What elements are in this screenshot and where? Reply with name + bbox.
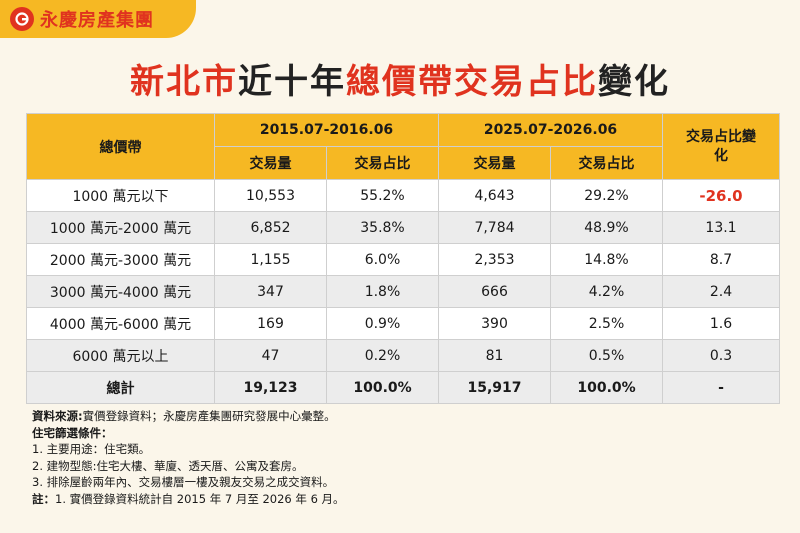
table-row: 1000 萬元-2000 萬元 6,852 35.8% 7,784 48.9% … (26, 211, 780, 244)
filter-item-3: 3. 排除屋齡兩年內、交易樓層一樓及親友交易之成交資料。 (32, 475, 335, 490)
cell-volume-2: 2,353 (438, 243, 551, 276)
header-change: 交易占比變化 (662, 113, 780, 180)
cell-share-1: 6.0% (326, 243, 439, 276)
cell-total-change: - (662, 371, 780, 404)
subheader-volume-1: 交易量 (214, 146, 327, 180)
cell-band: 2000 萬元-3000 萬元 (26, 243, 215, 276)
cell-share-1: 0.9% (326, 307, 439, 340)
page-title: 新北市近十年總價帶交易占比變化 (0, 54, 800, 103)
cell-change: 13.1 (662, 211, 780, 244)
title-part-2: 近十年 (238, 62, 346, 102)
cell-band: 1000 萬元以下 (26, 179, 215, 212)
cell-share-1: 35.8% (326, 211, 439, 244)
cell-volume-1: 347 (214, 275, 327, 308)
cell-total-volume-2: 15,917 (438, 371, 551, 404)
cell-share-1: 0.2% (326, 339, 439, 372)
title-part-1: 新北市 (130, 62, 238, 102)
logo-icon (10, 7, 34, 31)
table-row: 6000 萬元以上 47 0.2% 81 0.5% 0.3 (26, 339, 780, 372)
subheader-share-2: 交易占比 (550, 146, 663, 180)
note-line: 註：1. 實價登錄資料統計自 2015 年 7 月至 2026 年 6 月。 (32, 491, 345, 508)
brand-name: 永慶房產集團 (40, 10, 154, 31)
filter-item-2: 2. 建物型態:住宅大樓、華廈、透天厝、公寓及套房。 (32, 458, 304, 473)
cell-total-volume-1: 19,123 (214, 371, 327, 404)
source-text: 實價登錄資料；永慶房產集團研究發展中心彙整。 (82, 409, 336, 423)
header-price-band: 總價帶 (26, 113, 215, 180)
header-period-2: 2025.07-2026.06 (438, 113, 663, 147)
subheader-volume-2: 交易量 (438, 146, 551, 180)
cell-volume-2: 4,643 (438, 179, 551, 212)
cell-change: 0.3 (662, 339, 780, 372)
brand-banner: 永慶房產集團 (0, 0, 196, 38)
cell-band: 4000 萬元-6000 萬元 (26, 307, 215, 340)
cell-volume-1: 169 (214, 307, 327, 340)
cell-share-1: 1.8% (326, 275, 439, 308)
cell-volume-1: 1,155 (214, 243, 327, 276)
cell-volume-2: 7,784 (438, 211, 551, 244)
cell-total-label: 總計 (26, 371, 215, 404)
header-period-1: 2015.07-2016.06 (214, 113, 439, 147)
cell-volume-1: 10,553 (214, 179, 327, 212)
subheader-share-1: 交易占比 (326, 146, 439, 180)
footnotes: 資料來源:實價登錄資料；永慶房產集團研究發展中心彙整。 住宅篩選條件： 1. 主… (32, 408, 345, 508)
table-row: 4000 萬元-6000 萬元 169 0.9% 390 2.5% 1.6 (26, 307, 780, 340)
cell-change: 1.6 (662, 307, 780, 340)
cell-volume-2: 390 (438, 307, 551, 340)
note-text: 1. 實價登錄資料統計自 2015 年 7 月至 2026 年 6 月。 (55, 491, 345, 506)
source-line: 資料來源:實價登錄資料；永慶房產集團研究發展中心彙整。 (32, 408, 345, 425)
cell-band: 3000 萬元-4000 萬元 (26, 275, 215, 308)
source-label: 資料來源: (32, 409, 83, 423)
filter-item-1: 1. 主要用途：住宅類。 (32, 442, 151, 457)
title-part-4: 變化 (598, 62, 670, 102)
table-row: 1000 萬元以下 10,553 55.2% 4,643 29.2% -26.0 (26, 179, 780, 212)
cell-share-2: 14.8% (550, 243, 663, 276)
cell-share-1: 55.2% (326, 179, 439, 212)
cell-band: 6000 萬元以上 (26, 339, 215, 372)
cell-share-2: 29.2% (550, 179, 663, 212)
total-row: 總計 19,123 100.0% 15,917 100.0% - (26, 371, 780, 404)
note-label: 註： (32, 491, 55, 506)
cell-band: 1000 萬元-2000 萬元 (26, 211, 215, 244)
price-band-table: 總價帶 2015.07-2016.06 2025.07-2026.06 交易占比… (26, 113, 780, 404)
cell-total-share-2: 100.0% (550, 371, 663, 404)
cell-share-2: 48.9% (550, 211, 663, 244)
cell-change: -26.0 (662, 179, 780, 212)
title-part-3: 總價帶交易占比 (346, 62, 598, 102)
cell-share-2: 0.5% (550, 339, 663, 372)
table-row: 2000 萬元-3000 萬元 1,155 6.0% 2,353 14.8% 8… (26, 243, 780, 276)
cell-share-2: 2.5% (550, 307, 663, 340)
table-row: 3000 萬元-4000 萬元 347 1.8% 666 4.2% 2.4 (26, 275, 780, 308)
cell-change: 8.7 (662, 243, 780, 276)
header-change-label: 交易占比變化 (686, 128, 756, 164)
filter-label: 住宅篩選條件： (32, 425, 113, 440)
cell-total-share-1: 100.0% (326, 371, 439, 404)
cell-volume-1: 6,852 (214, 211, 327, 244)
cell-volume-2: 666 (438, 275, 551, 308)
cell-volume-1: 47 (214, 339, 327, 372)
cell-volume-2: 81 (438, 339, 551, 372)
cell-share-2: 4.2% (550, 275, 663, 308)
cell-change: 2.4 (662, 275, 780, 308)
